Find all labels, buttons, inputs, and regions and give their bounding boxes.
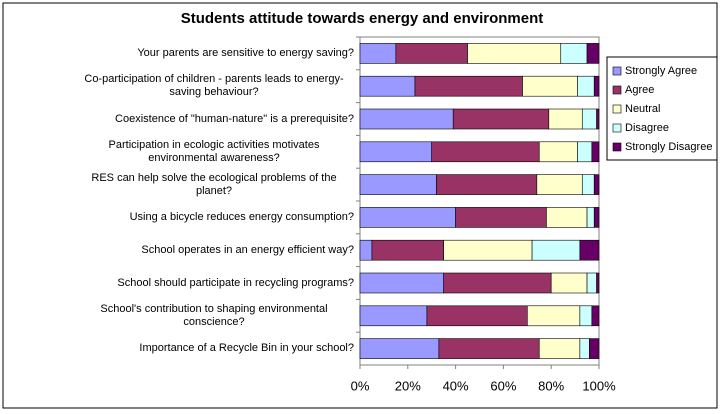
- category-label: School operates in an energy efficient w…: [64, 244, 354, 257]
- bar-segment: [538, 338, 581, 359]
- bar-segment: [581, 108, 597, 130]
- chart-title: Students attitude towards energy and env…: [181, 10, 544, 27]
- bar-segment: [359, 43, 397, 64]
- bar-segment: [359, 272, 444, 294]
- category-label: Using a bicycle reduces energy consumpti…: [64, 211, 354, 224]
- bar-segment: [522, 75, 578, 97]
- category-text: School operates in an energy efficient w…: [141, 243, 354, 256]
- bar-segment: [577, 75, 595, 97]
- bar-segment: [359, 75, 416, 97]
- x-tick-label: 0%: [351, 378, 370, 393]
- bar-segment: [455, 207, 547, 228]
- category-label: Co-participation of children - parents l…: [64, 73, 354, 99]
- category-text: Participation in ecologic activities mot…: [108, 138, 320, 164]
- bar-segment: [359, 141, 432, 163]
- legend-label: Strongly Disagree: [625, 141, 712, 153]
- legend-swatch: [612, 123, 622, 133]
- bar-segment: [359, 174, 437, 195]
- bar-segment: [591, 141, 600, 163]
- category-label: Coexistence of "human-nature" is a prere…: [64, 113, 354, 126]
- bar-segment: [359, 305, 428, 327]
- bar-segment: [546, 207, 588, 228]
- category-text: School's contribution to shaping environ…: [100, 302, 328, 328]
- bar-segment: [426, 305, 528, 327]
- bar-segment: [596, 272, 600, 294]
- x-tick-label: 80%: [538, 378, 564, 393]
- bar-segment: [548, 108, 583, 130]
- category-text: Using a bicycle reduces energy consumpti…: [129, 210, 354, 223]
- bar-segment: [586, 272, 597, 294]
- bar-segment: [591, 305, 600, 327]
- bar-segment: [581, 174, 595, 195]
- legend-label: Strongly Agree: [625, 65, 697, 77]
- bar-segment: [438, 338, 540, 359]
- bar-segment: [579, 338, 590, 359]
- bar-segment: [431, 141, 540, 163]
- legend-label: Neutral: [625, 103, 660, 115]
- category-label: RES can help solve the ecological proble…: [64, 172, 354, 198]
- category-text: Your parents are sensitive to energy sav…: [137, 46, 354, 59]
- bar-segment: [359, 108, 454, 130]
- category-label: School's contribution to shaping environ…: [64, 303, 354, 329]
- legend-swatch: [612, 104, 622, 114]
- category-text: Importance of a Recycle Bin in your scho…: [139, 342, 354, 355]
- bar-segment: [536, 174, 583, 195]
- bar-segment: [359, 239, 373, 261]
- category-text: Coexistence of "human-nature" is a prere…: [115, 112, 354, 125]
- category-label: Participation in ecologic activities mot…: [64, 139, 354, 165]
- legend-swatch: [612, 85, 622, 95]
- bar-segment: [593, 174, 600, 195]
- category-label: Your parents are sensitive to energy sav…: [64, 47, 354, 60]
- bar-segment: [550, 272, 588, 294]
- legend-label: Disagree: [625, 122, 669, 134]
- bar-segment: [579, 305, 593, 327]
- legend-box: [606, 56, 718, 161]
- x-tick-label: 40%: [443, 378, 469, 393]
- bar-segment: [538, 141, 578, 163]
- bar-segment: [436, 174, 538, 195]
- x-tick-label: 20%: [395, 378, 421, 393]
- x-tick-label: 100%: [582, 378, 616, 393]
- bar-segment: [359, 338, 440, 359]
- legend-swatch: [612, 142, 622, 152]
- bar-segment: [443, 272, 552, 294]
- bar-segment: [395, 43, 468, 64]
- bar-segment: [586, 43, 600, 64]
- bar-segment: [371, 239, 444, 261]
- legend-label: Agree: [625, 84, 654, 96]
- bar-segment: [443, 239, 533, 261]
- bar-segment: [359, 207, 456, 228]
- category-text: School should participate in recycling p…: [117, 276, 354, 289]
- bar-segment: [560, 43, 588, 64]
- bar-segment: [526, 305, 581, 327]
- bar-segment: [577, 141, 593, 163]
- bar-segment: [452, 108, 550, 130]
- bar-segment: [589, 338, 600, 359]
- bar-segment: [579, 239, 600, 261]
- x-tick-label: 60%: [490, 378, 516, 393]
- category-label: School should participate in recycling p…: [64, 277, 354, 290]
- category-label: Importance of a Recycle Bin in your scho…: [64, 342, 354, 355]
- bar-segment: [596, 108, 600, 130]
- bar-segment: [467, 43, 562, 64]
- bar-segment: [593, 207, 600, 228]
- bar-segment: [414, 75, 523, 97]
- bar-segment: [531, 239, 581, 261]
- legend-swatch: [612, 66, 622, 76]
- bar-segment: [593, 75, 600, 97]
- bar-segment: [586, 207, 595, 228]
- category-text: RES can help solve the ecological proble…: [91, 171, 337, 197]
- category-text: Co-participation of children - parents l…: [84, 73, 344, 99]
